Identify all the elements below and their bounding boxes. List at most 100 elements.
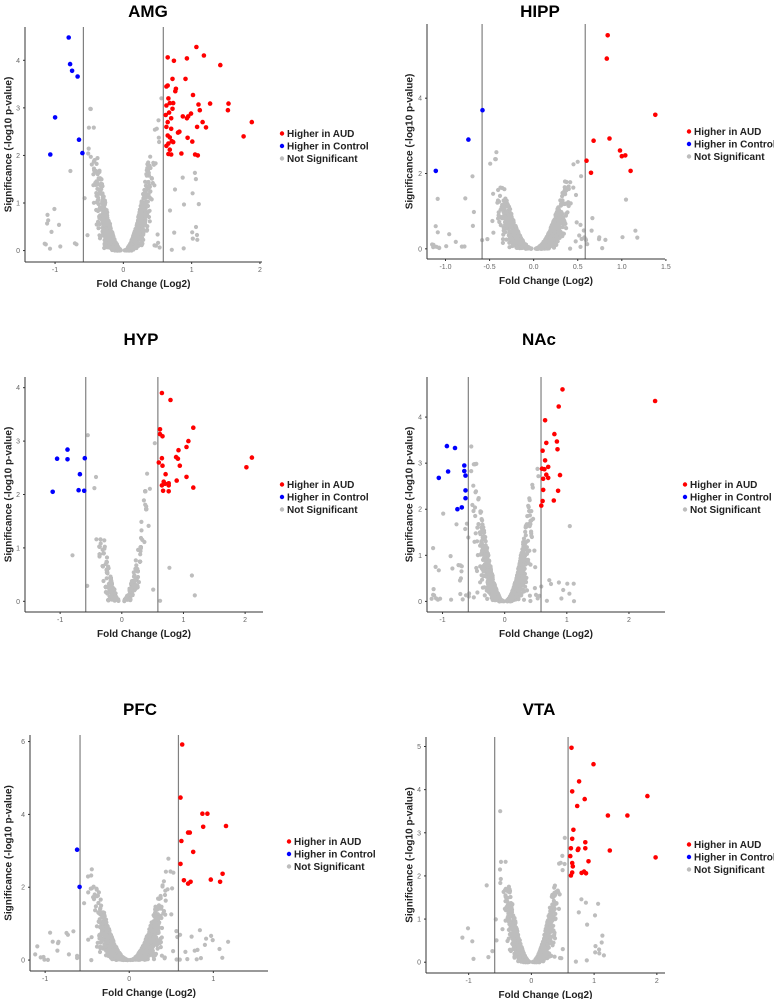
ns-point (469, 444, 474, 449)
higher-in-control-points (433, 107, 485, 174)
ns-point (112, 240, 117, 245)
ns-point (97, 917, 102, 922)
ns-point (94, 222, 99, 227)
ns-point (103, 944, 108, 949)
aud-point (555, 447, 560, 452)
ns-point (48, 930, 53, 935)
ns-point (98, 934, 103, 939)
ns-point (497, 594, 502, 599)
x-tick-label: 0 (121, 267, 125, 274)
ns-point (523, 562, 528, 567)
aud-point (244, 465, 249, 470)
ns-point (524, 524, 529, 529)
aud-point (167, 147, 173, 152)
chart-title: HIPP (520, 2, 560, 21)
ns-point (152, 441, 157, 446)
ns-point (454, 522, 459, 527)
ns-point (503, 196, 508, 201)
ns-point (500, 185, 505, 191)
x-tick-label: -0.5 (484, 264, 496, 271)
aud-point (167, 135, 173, 140)
ns-point (453, 239, 458, 244)
ns-point (490, 587, 495, 592)
ns-point (148, 196, 153, 201)
higher-in-aud-points (156, 390, 255, 494)
ns-point (72, 241, 77, 246)
ns-point (482, 562, 488, 567)
ns-point (143, 207, 148, 212)
aud-point (542, 458, 548, 463)
ns-point (566, 185, 571, 190)
ns-point (558, 225, 563, 230)
x-tick-label: 1.0 (617, 264, 627, 271)
ns-point (146, 214, 152, 220)
ns-point (122, 956, 127, 962)
ns-point (145, 471, 150, 476)
aud-point (540, 448, 545, 454)
ns-point (198, 956, 203, 961)
ns-point (560, 194, 565, 199)
ns-point (116, 246, 121, 251)
y-tick-label: 3 (16, 105, 20, 112)
y-tick-label: 4 (418, 96, 422, 103)
ns-point (568, 246, 573, 251)
aud-point (173, 88, 178, 94)
higher-in-aud-points (163, 44, 255, 158)
aud-point (203, 125, 209, 130)
ns-point (97, 187, 102, 192)
y-axis-label: Significance (-log10 p-value) (4, 785, 15, 921)
aud-point (167, 100, 173, 106)
ns-point (111, 942, 116, 947)
ns-point (560, 234, 565, 239)
ns-point (144, 228, 149, 233)
ns-point (500, 240, 505, 245)
ns-point (104, 555, 110, 560)
aud-point (168, 126, 174, 132)
ns-point (102, 229, 107, 234)
x-tick-label: -1 (52, 267, 58, 274)
ns-point (470, 223, 475, 228)
control-point (463, 495, 468, 501)
ns-point (99, 939, 104, 944)
ns-point (150, 180, 155, 186)
ns-point (91, 159, 96, 164)
ns-point (102, 201, 107, 206)
y-tick-label: 0 (418, 246, 422, 253)
ns-point (490, 218, 495, 224)
ns-point (107, 586, 112, 591)
aud-point (166, 489, 171, 494)
ns-point (133, 558, 138, 563)
ns-point (471, 462, 476, 467)
aud-point (186, 438, 191, 444)
ns-point (541, 240, 546, 245)
ns-point (520, 579, 525, 584)
ns-point (551, 237, 556, 242)
ns-point (85, 874, 91, 879)
legend-control-marker (279, 143, 285, 149)
ns-point (99, 945, 104, 950)
ns-point (68, 168, 73, 174)
ns-point (151, 587, 156, 592)
ns-point (491, 230, 496, 235)
ns-point (504, 210, 509, 215)
ns-point (484, 547, 489, 552)
ns-point (538, 246, 543, 251)
aud-point (628, 168, 633, 174)
ns-point (135, 221, 140, 226)
chart-title: HYP (124, 330, 159, 349)
ns-point (496, 210, 501, 215)
aud-point (194, 44, 199, 50)
not-significant-points (33, 856, 231, 963)
ns-point (94, 179, 99, 184)
ns-point (561, 587, 566, 593)
ns-point (160, 883, 165, 888)
aud-point (187, 830, 193, 835)
ns-point (153, 161, 158, 166)
x-tick-label: -1 (439, 617, 445, 624)
ns-point (139, 519, 144, 525)
ns-point (93, 908, 98, 913)
ns-point (193, 224, 199, 230)
ns-point (202, 942, 207, 948)
